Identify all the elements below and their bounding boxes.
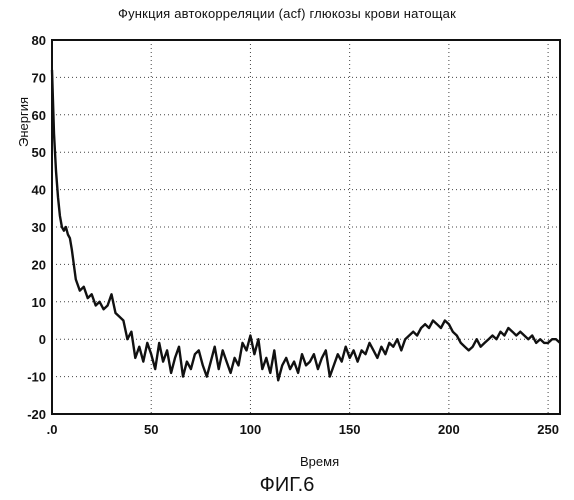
x-tick-label: 150 bbox=[339, 422, 361, 437]
y-tick-label: 30 bbox=[32, 220, 46, 235]
tick-layer: 80706050403020100-10-20.050100150200250 bbox=[27, 33, 559, 437]
y-tick-label: 10 bbox=[32, 295, 46, 310]
y-tick-label: 50 bbox=[32, 145, 46, 160]
x-tick-label: .0 bbox=[47, 422, 58, 437]
grid-layer bbox=[52, 40, 560, 414]
y-tick-label: 0 bbox=[39, 332, 46, 347]
y-tick-label: 70 bbox=[32, 70, 46, 85]
x-tick-label: 200 bbox=[438, 422, 460, 437]
y-tick-label: 60 bbox=[32, 108, 46, 123]
acf-series-line bbox=[52, 70, 560, 380]
y-tick-label: 40 bbox=[32, 183, 46, 198]
y-tick-label: 20 bbox=[32, 257, 46, 272]
y-tick-label: -10 bbox=[27, 370, 46, 385]
x-tick-label: 50 bbox=[144, 422, 158, 437]
x-tick-label: 100 bbox=[240, 422, 262, 437]
y-tick-label: 80 bbox=[32, 33, 46, 48]
series-layer bbox=[52, 70, 560, 380]
y-tick-label: -20 bbox=[27, 407, 46, 422]
x-tick-label: 250 bbox=[537, 422, 559, 437]
